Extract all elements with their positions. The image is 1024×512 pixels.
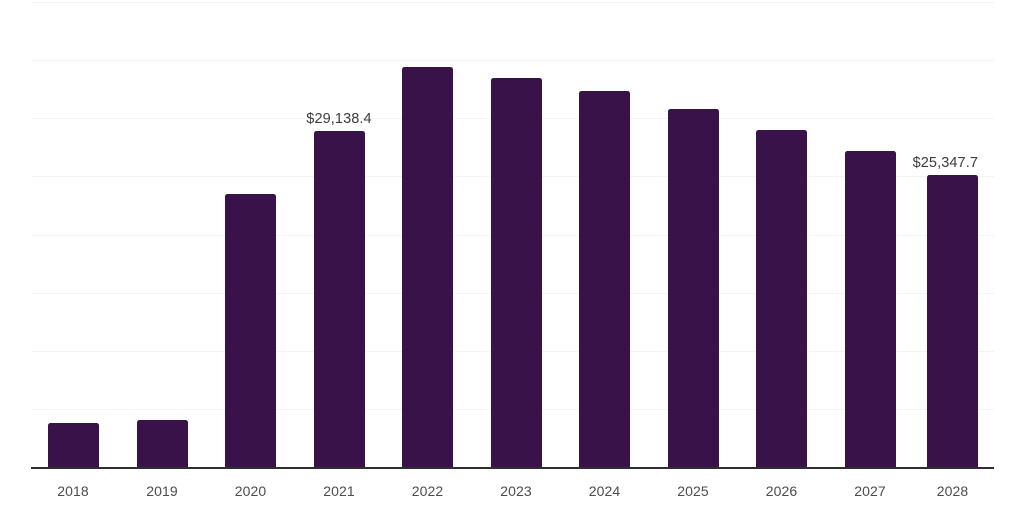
bar-2018[interactable] xyxy=(47,423,99,467)
x-axis-tick-labels: 2018 2019 2020 2021 2022 2023 2024 2025 … xyxy=(0,483,1024,507)
gridline xyxy=(31,2,994,3)
bar-2021[interactable] xyxy=(313,131,365,467)
xtick-2025: 2025 xyxy=(677,483,709,499)
bar-2028[interactable] xyxy=(927,175,978,467)
bar-group-2018 xyxy=(47,0,99,468)
bar-group-2024 xyxy=(579,0,630,468)
xtick-2027: 2027 xyxy=(854,483,886,499)
bar-2023[interactable] xyxy=(490,78,542,467)
bar-2024[interactable] xyxy=(579,91,630,467)
gridline xyxy=(31,60,994,61)
xtick-2018: 2018 xyxy=(57,483,89,499)
xtick-2020: 2020 xyxy=(234,483,267,499)
bar-2025[interactable] xyxy=(667,109,719,467)
bar-2027[interactable] xyxy=(844,151,896,467)
bar-value-label-2028: $25,347.7 xyxy=(912,155,978,171)
x-axis-line xyxy=(31,467,994,469)
bar-2019[interactable] xyxy=(136,420,188,467)
xtick-2021: 2021 xyxy=(323,483,355,499)
xtick-2019: 2019 xyxy=(146,483,178,499)
bar-group-2020 xyxy=(225,0,276,468)
bars-layer: $29,138.4 $25,347.7 xyxy=(47,0,978,468)
xtick-2026: 2026 xyxy=(765,483,798,499)
bar-group-2023 xyxy=(490,0,542,468)
xtick-2028: 2028 xyxy=(936,483,969,499)
bar-group-2025 xyxy=(667,0,719,468)
bar-value-label-2021: $29,138.4 xyxy=(306,111,372,127)
xtick-2023: 2023 xyxy=(500,483,532,499)
bar-2026[interactable] xyxy=(756,130,807,467)
xtick-2022: 2022 xyxy=(411,483,444,499)
bar-group-2019 xyxy=(136,0,188,468)
bar-group-2027 xyxy=(844,0,896,468)
bar-2020[interactable] xyxy=(225,194,276,467)
xtick-2024: 2024 xyxy=(588,483,621,499)
bar-group-2022 xyxy=(402,0,453,468)
bar-group-2028: $25,347.7 xyxy=(913,0,978,468)
bar-group-2026 xyxy=(756,0,807,468)
bar-2022[interactable] xyxy=(402,67,453,467)
bar-group-2021: $29,138.4 xyxy=(306,0,372,468)
